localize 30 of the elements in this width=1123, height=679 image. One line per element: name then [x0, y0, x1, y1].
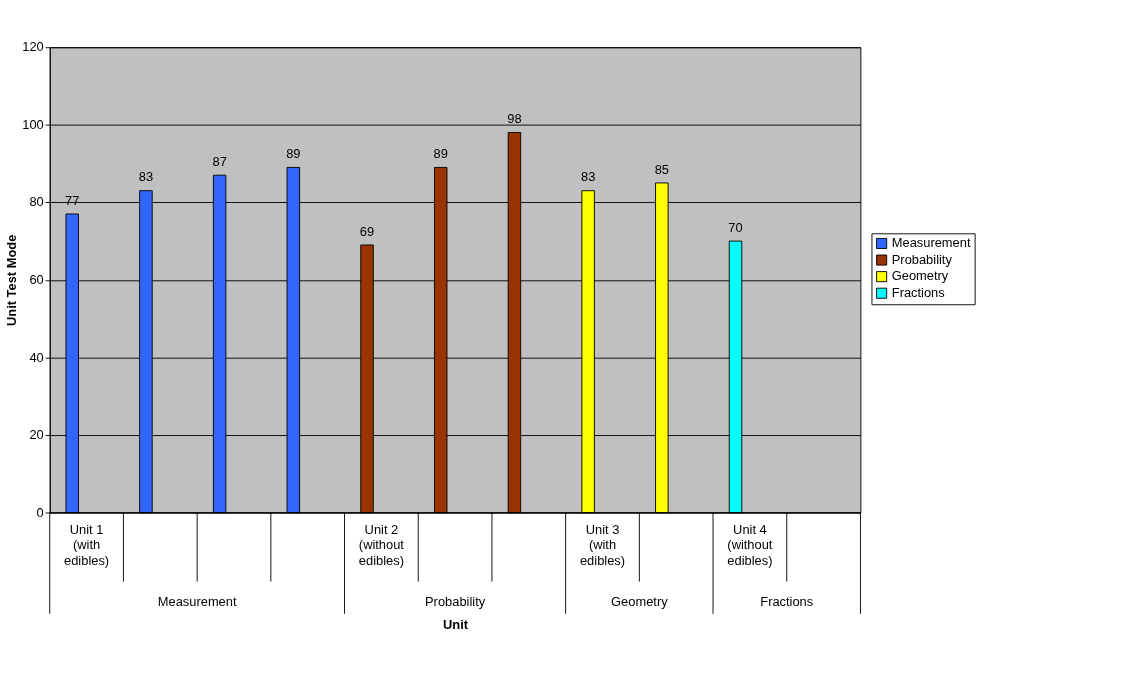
- x-tick-label: Unit 1 (with edibles): [64, 521, 110, 568]
- data-label: 85: [654, 161, 669, 177]
- x-tick-label: Unit 2 (without edibles): [358, 521, 405, 568]
- data-label: 89: [286, 146, 301, 162]
- text: Measurement: [157, 594, 237, 610]
- data-label: 98: [507, 111, 522, 127]
- data-label: 83: [138, 169, 154, 185]
- y-tick-label: 0: [36, 504, 44, 520]
- data-label: 87: [212, 153, 227, 169]
- legend-label: Geometry: [891, 268, 949, 284]
- x-tick-label: Unit 4 (without edibles): [727, 521, 773, 568]
- data-label: 83: [580, 169, 596, 185]
- y-axis-title: Unit Test Mode: [3, 234, 19, 326]
- y-tick-label: 120: [22, 39, 44, 55]
- y-tick-label: 20: [29, 427, 44, 443]
- y-tick-label: 60: [29, 272, 44, 288]
- data-label: 70: [728, 219, 743, 235]
- data-label: 69: [359, 223, 375, 239]
- text: Fractions: [760, 594, 814, 610]
- y-tick-label: 80: [29, 194, 44, 210]
- y-tick-label: 100: [22, 116, 44, 132]
- legend-label: Measurement: [891, 235, 971, 251]
- x-axis-title: Unit: [443, 617, 469, 633]
- text: Probability: [425, 594, 486, 610]
- text: Geometry: [611, 594, 669, 610]
- x-tick-label: Unit 3 (with edibles): [579, 521, 626, 568]
- legend-label: Probability: [891, 251, 953, 267]
- y-tick-label: 40: [29, 349, 44, 365]
- legend-label: Fractions: [891, 284, 945, 300]
- data-label: 89: [433, 146, 448, 162]
